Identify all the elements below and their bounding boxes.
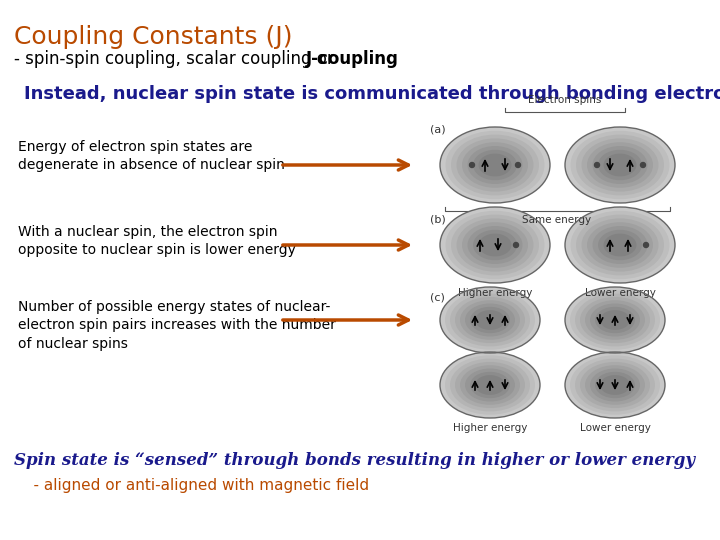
Ellipse shape xyxy=(600,310,630,330)
Circle shape xyxy=(513,242,518,247)
Ellipse shape xyxy=(456,218,534,272)
Text: Same energy: Same energy xyxy=(523,215,592,225)
Text: Electron spins: Electron spins xyxy=(528,95,602,105)
Ellipse shape xyxy=(455,362,525,408)
Text: Lower energy: Lower energy xyxy=(585,288,655,298)
Text: Lower energy: Lower energy xyxy=(580,423,650,433)
Text: Energy of electron spin states are
degenerate in absence of nuclear spin: Energy of electron spin states are degen… xyxy=(18,140,285,172)
Ellipse shape xyxy=(467,146,523,184)
Ellipse shape xyxy=(440,127,550,203)
Ellipse shape xyxy=(570,355,660,415)
Ellipse shape xyxy=(470,307,510,333)
Ellipse shape xyxy=(570,131,670,199)
Ellipse shape xyxy=(565,127,675,203)
Ellipse shape xyxy=(585,300,645,340)
Ellipse shape xyxy=(593,226,647,264)
Ellipse shape xyxy=(576,214,664,275)
Ellipse shape xyxy=(603,234,636,256)
Ellipse shape xyxy=(582,138,659,192)
Ellipse shape xyxy=(595,307,635,333)
Ellipse shape xyxy=(603,153,636,177)
Ellipse shape xyxy=(570,211,670,279)
Ellipse shape xyxy=(479,234,511,256)
Ellipse shape xyxy=(475,375,505,395)
Ellipse shape xyxy=(580,297,650,343)
Ellipse shape xyxy=(575,294,655,346)
Text: Spin state is “sensed” through bonds resulting in higher or lower energy: Spin state is “sensed” through bonds res… xyxy=(14,452,695,469)
Text: Higher energy: Higher energy xyxy=(453,423,527,433)
Text: J-coupling: J-coupling xyxy=(306,50,399,68)
Circle shape xyxy=(595,163,600,167)
Text: (c): (c) xyxy=(430,292,445,302)
Ellipse shape xyxy=(445,355,535,415)
Circle shape xyxy=(644,242,649,247)
Ellipse shape xyxy=(465,303,515,336)
Ellipse shape xyxy=(575,359,655,411)
Circle shape xyxy=(516,163,521,167)
Ellipse shape xyxy=(585,365,645,405)
Ellipse shape xyxy=(587,142,653,188)
Ellipse shape xyxy=(465,368,515,402)
Text: Higher energy: Higher energy xyxy=(458,288,532,298)
Ellipse shape xyxy=(598,150,642,180)
Text: Number of possible energy states of nuclear-
electron spin pairs increases with : Number of possible energy states of nucl… xyxy=(18,300,336,351)
Ellipse shape xyxy=(590,303,640,336)
Text: With a nuclear spin, the electron spin
opposite to nuclear spin is lower energy: With a nuclear spin, the electron spin o… xyxy=(18,225,296,258)
Ellipse shape xyxy=(460,300,520,340)
Text: Instead, nuclear spin state is communicated through bonding electrons: Instead, nuclear spin state is communica… xyxy=(24,85,720,103)
Circle shape xyxy=(469,163,474,167)
Ellipse shape xyxy=(451,134,539,195)
Circle shape xyxy=(641,163,646,167)
Ellipse shape xyxy=(450,359,530,411)
Ellipse shape xyxy=(587,222,653,268)
Ellipse shape xyxy=(593,146,647,184)
Ellipse shape xyxy=(450,294,530,346)
Text: (a): (a) xyxy=(430,125,446,135)
Ellipse shape xyxy=(580,362,650,408)
Ellipse shape xyxy=(595,372,635,398)
Ellipse shape xyxy=(479,153,511,177)
Ellipse shape xyxy=(470,372,510,398)
Ellipse shape xyxy=(576,134,664,195)
Text: - aligned or anti-aligned with magnetic field: - aligned or anti-aligned with magnetic … xyxy=(14,478,369,493)
Text: (b): (b) xyxy=(430,215,446,225)
Ellipse shape xyxy=(460,365,520,405)
Ellipse shape xyxy=(440,352,540,418)
Ellipse shape xyxy=(462,222,528,268)
Ellipse shape xyxy=(467,226,523,264)
Ellipse shape xyxy=(445,291,535,350)
Ellipse shape xyxy=(446,211,544,279)
Ellipse shape xyxy=(440,207,550,283)
Ellipse shape xyxy=(451,214,539,275)
Ellipse shape xyxy=(582,218,659,272)
Ellipse shape xyxy=(473,230,517,260)
Ellipse shape xyxy=(598,230,642,260)
Ellipse shape xyxy=(455,297,525,343)
Ellipse shape xyxy=(600,375,630,395)
Ellipse shape xyxy=(446,131,544,199)
Ellipse shape xyxy=(565,352,665,418)
Ellipse shape xyxy=(440,287,540,353)
Ellipse shape xyxy=(570,291,660,350)
Ellipse shape xyxy=(565,287,665,353)
Ellipse shape xyxy=(462,142,528,188)
Ellipse shape xyxy=(456,138,534,192)
Text: Coupling Constants (J): Coupling Constants (J) xyxy=(14,25,292,49)
Ellipse shape xyxy=(565,207,675,283)
Ellipse shape xyxy=(475,310,505,330)
Ellipse shape xyxy=(590,368,640,402)
Ellipse shape xyxy=(473,150,517,180)
Text: - spin-spin coupling, scalar coupling or: - spin-spin coupling, scalar coupling or xyxy=(14,50,339,68)
